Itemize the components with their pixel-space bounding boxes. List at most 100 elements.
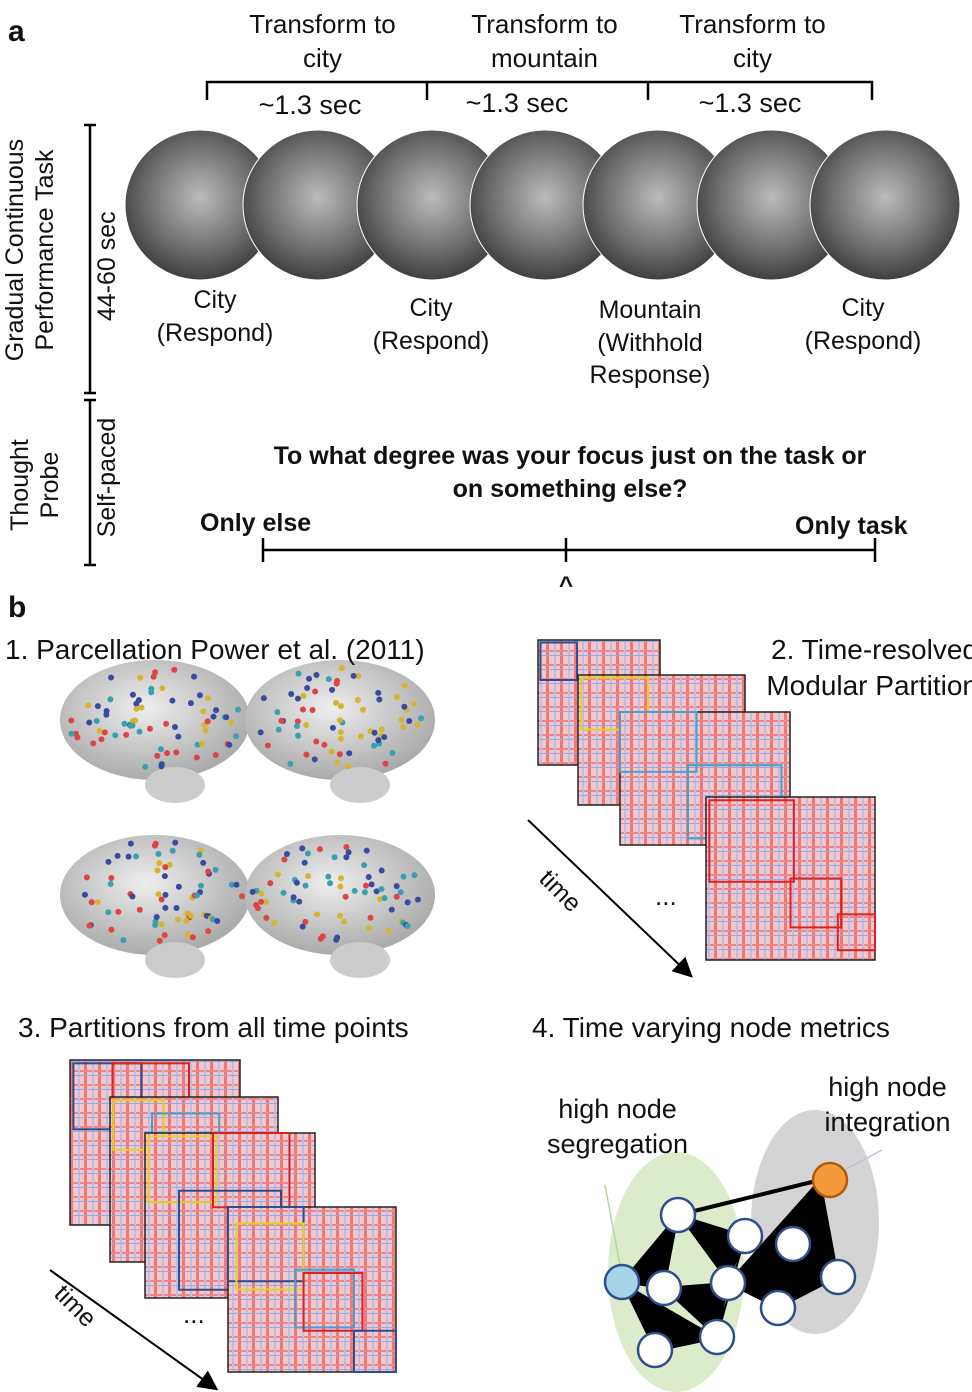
brain-node (115, 853, 121, 859)
figure: a Transform to city Transform to mountai… (0, 0, 972, 1392)
brain-node (320, 933, 326, 939)
scale-left: Only else (200, 507, 311, 540)
brain-node (337, 717, 343, 723)
scale-marker: ^ (556, 570, 576, 601)
brain-node (239, 893, 245, 899)
brain-node (346, 849, 352, 855)
brain-node (394, 894, 400, 900)
brain-node (332, 854, 338, 860)
brain-node (200, 708, 206, 714)
brain-node (296, 899, 302, 905)
brain-node (176, 884, 182, 890)
side-label: 44-60 sec (91, 211, 124, 321)
brain-node (235, 707, 241, 713)
brain-node (294, 880, 300, 886)
brain-node (351, 673, 357, 679)
brain-node (338, 703, 344, 709)
brain-node (303, 722, 309, 728)
brain-node (226, 742, 232, 748)
brain-node (321, 742, 327, 748)
brain-node (162, 864, 168, 870)
brain-node (130, 722, 136, 728)
brain-node (142, 764, 148, 770)
brain-node (155, 851, 161, 857)
brain-node (152, 922, 158, 928)
brain-node (139, 705, 145, 711)
brain-node (299, 845, 305, 851)
step-title: 2. Time-resolved Modular Partition (728, 632, 972, 705)
brain-node (389, 750, 395, 756)
brain-node (375, 737, 381, 743)
brain-node (90, 740, 96, 746)
side-label: Self-paced (91, 427, 124, 537)
node-label: high node segregation (525, 1092, 710, 1162)
brain-node (405, 899, 411, 905)
brain-node (74, 735, 80, 741)
brain-node (313, 739, 319, 745)
brain-node (162, 892, 168, 898)
brain-node (85, 702, 91, 708)
panel-label: a (8, 12, 25, 51)
brain-node (120, 937, 126, 943)
brain-node (82, 892, 88, 898)
brain-node (341, 919, 347, 925)
brain-node (281, 857, 287, 863)
brain-node (355, 697, 361, 703)
brain-node (371, 743, 377, 749)
brain-node (375, 690, 381, 696)
ellipsis: ... (183, 1298, 205, 1332)
brain-node (203, 727, 209, 733)
brain-node (325, 874, 331, 880)
brain-node (233, 733, 239, 739)
brain-node (389, 907, 395, 913)
brain-node (214, 918, 220, 924)
brain-node (158, 763, 164, 769)
brain-node (372, 730, 378, 736)
brain-node (223, 714, 229, 720)
brain-node (197, 692, 203, 698)
brain-node (402, 683, 408, 689)
brain-node (196, 852, 202, 858)
brain-node (98, 736, 104, 742)
brain-node (162, 905, 168, 911)
brain-node (126, 854, 132, 860)
brain-node (278, 718, 284, 724)
brain-node (163, 721, 169, 727)
brain-node (267, 880, 273, 886)
brain-node (188, 913, 194, 919)
step-title: 3. Partitions from all time points (18, 1010, 409, 1046)
brain-node (398, 717, 404, 723)
brain-node (107, 696, 113, 702)
brain-node (271, 920, 277, 926)
brain-stem (145, 767, 205, 803)
side-label: Gradual Continuous Performance Task (0, 100, 60, 400)
brain-node (96, 728, 102, 734)
brain-node (205, 928, 211, 934)
scene-label: Mountain (Withhold Response) (565, 294, 735, 392)
brain-node (263, 915, 269, 921)
brain-node (338, 875, 344, 881)
brain-node (366, 925, 372, 931)
brain-node (84, 874, 90, 880)
brain-node (295, 733, 301, 739)
duration-label: ~1.3 sec (432, 86, 602, 121)
brain-node (130, 692, 136, 698)
ellipsis: ... (655, 880, 677, 914)
brain-node (108, 927, 114, 933)
brain-node (173, 749, 179, 755)
brain-node (172, 724, 178, 730)
brain-node (337, 751, 343, 757)
brain-node (317, 846, 323, 852)
brain-node (401, 704, 407, 710)
brain-node (162, 932, 168, 938)
brain-node (281, 890, 287, 896)
brain-node (158, 921, 164, 927)
brain-node (406, 718, 412, 724)
brain-node (158, 746, 164, 752)
scene-photo (810, 130, 960, 280)
brain-node (394, 883, 400, 889)
brain-node (383, 761, 389, 767)
brain-node (191, 674, 197, 680)
brain-node (156, 891, 162, 897)
brain-node (159, 685, 165, 691)
